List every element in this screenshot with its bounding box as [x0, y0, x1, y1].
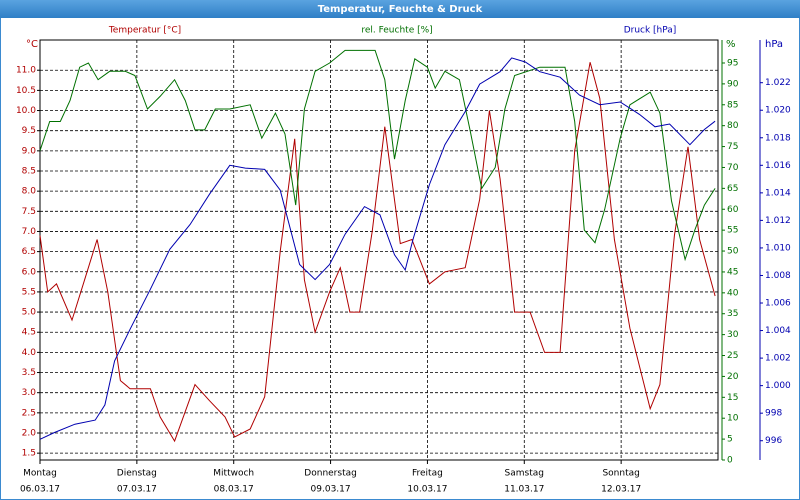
y-tick-label: 5.0 — [22, 308, 37, 318]
x-tick-label: Donnerstag — [304, 469, 357, 479]
y3-tick-label: 1.022 — [765, 78, 791, 88]
y2-tick-label: 5 — [727, 435, 733, 445]
y-tick-label: 6.5 — [22, 247, 36, 257]
y3-tick-label: 1.010 — [765, 243, 791, 253]
x-tick-label: Dienstag — [117, 469, 157, 479]
y3-tick-label: 996 — [765, 436, 782, 446]
x-tick-label: Samstag — [505, 469, 544, 479]
legend-entry: rel. Feuchte [%] — [361, 26, 432, 36]
y2-tick-label: 90 — [727, 79, 739, 89]
title-bar — [0, 0, 800, 18]
plot-area — [39, 39, 719, 461]
y2-axis-unit: % — [726, 39, 736, 50]
y2-tick-label: 80 — [727, 121, 739, 131]
y3-tick-label: 1.020 — [765, 106, 791, 116]
y-tick-label: 6.0 — [22, 267, 37, 277]
y3-tick-label: 1.012 — [765, 216, 791, 226]
y-tick-label: 5.5 — [22, 287, 36, 297]
x-tick-date: 11.03.17 — [504, 485, 544, 495]
y2-tick-label: 95 — [727, 58, 738, 68]
y2-tick-label: 10 — [727, 414, 739, 424]
y2-tick-label: 70 — [727, 163, 739, 173]
y-tick-label: 2.0 — [22, 428, 37, 438]
x-tick-label: Freitag — [412, 469, 443, 479]
y2-tick-label: 75 — [727, 142, 738, 152]
x-tick-date: 09.03.17 — [311, 485, 351, 495]
series-line — [39, 49, 716, 262]
chart-title: Temperatur, Feuchte & Druck — [318, 4, 483, 15]
y2-tick-label: 45 — [727, 267, 738, 277]
y2-tick-label: 15 — [727, 393, 738, 403]
y2-tick-label: 55 — [727, 226, 738, 236]
series-line — [39, 57, 716, 440]
y-tick-label: 4.0 — [22, 348, 37, 358]
x-tick-date: 08.03.17 — [214, 485, 254, 495]
y2-tick-label: 35 — [727, 309, 738, 319]
y-tick-label: 7.5 — [22, 207, 36, 217]
y3-tick-label: 1.004 — [765, 326, 791, 336]
y-tick-label: 3.0 — [22, 388, 37, 398]
y-tick-label: 1.5 — [22, 449, 36, 459]
y2-tick-label: 0 — [727, 456, 733, 466]
y-tick-label: 4.5 — [22, 328, 36, 338]
y2-tick-label: 50 — [727, 247, 739, 257]
y-tick-label: 10.5 — [16, 86, 36, 96]
y-tick-label: 3.5 — [22, 368, 36, 378]
y3-tick-label: 998 — [765, 409, 782, 419]
y-tick-label: 8.0 — [22, 187, 37, 197]
y2-tick-label: 65 — [727, 184, 738, 194]
y-tick-label: 9.5 — [22, 126, 36, 136]
y3-tick-label: 1.006 — [765, 299, 791, 309]
y-tick-label: 11.0 — [16, 66, 36, 76]
y-axis-unit: °C — [26, 39, 38, 50]
x-tick-date: 10.03.17 — [407, 485, 447, 495]
y2-tick-label: 25 — [727, 351, 738, 361]
y-tick-label: 7.0 — [22, 227, 37, 237]
y3-tick-label: 1.008 — [765, 271, 791, 281]
y-tick-label: 10.0 — [16, 106, 36, 116]
y2-tick-label: 40 — [727, 288, 739, 298]
y2-tick-label: 20 — [727, 372, 739, 382]
y3-tick-label: 1.016 — [765, 161, 791, 171]
y3-tick-label: 1.014 — [765, 188, 791, 198]
series-line — [39, 62, 716, 443]
legend-entry: Druck [hPa] — [624, 26, 677, 36]
x-tick-date: 12.03.17 — [601, 485, 641, 495]
y2-tick-label: 85 — [727, 100, 738, 110]
legend-entry: Temperatur [°C] — [108, 26, 181, 36]
y-tick-label: 8.5 — [22, 166, 36, 176]
y2-tick-label: 60 — [727, 205, 739, 215]
y3-axis-unit: hPa — [765, 39, 783, 50]
y3-tick-label: 1.002 — [765, 354, 791, 364]
y-tick-label: 9.0 — [22, 146, 37, 156]
y3-tick-label: 1.000 — [765, 381, 791, 391]
y2-tick-label: 30 — [727, 330, 739, 340]
x-tick-label: Montag — [23, 469, 57, 479]
x-tick-date: 07.03.17 — [117, 485, 157, 495]
y3-tick-label: 1.018 — [765, 133, 791, 143]
x-tick-date: 06.03.17 — [20, 485, 60, 495]
x-tick-label: Mittwoch — [213, 469, 254, 479]
x-tick-label: Sonntag — [602, 469, 639, 479]
y-tick-label: 2.5 — [22, 408, 36, 418]
